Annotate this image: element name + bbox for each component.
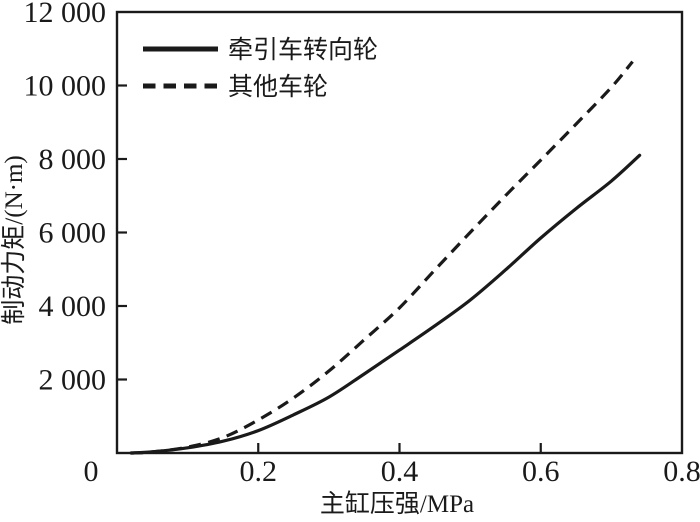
series-line-other-wheels bbox=[131, 60, 634, 455]
x-tick-labels: 0 0.2 0.4 0.6 0.8 bbox=[84, 455, 700, 488]
y-tick-label: 10 000 bbox=[24, 70, 107, 103]
series-line-tractor-steering-wheel bbox=[129, 153, 642, 455]
legend-label-other-wheels: 其他车轮 bbox=[228, 73, 328, 101]
y-tick-label: 4 000 bbox=[39, 290, 107, 323]
x-tick-label: 0.4 bbox=[381, 455, 419, 488]
x-tick-label: 0 bbox=[84, 455, 99, 488]
legend-label-tractor-steering-wheel: 牵引车转向轮 bbox=[228, 36, 378, 64]
y-axis-label: 制动力矩/(N·m) bbox=[0, 155, 28, 324]
y-tick-label: 6 000 bbox=[39, 217, 107, 250]
x-axis-label: 主缸压强/MPa bbox=[320, 490, 474, 518]
x-tick-label: 0.6 bbox=[522, 455, 560, 488]
y-tick-labels: 2 000 4 000 6 000 8 000 10 000 12 000 bbox=[24, 0, 107, 397]
y-tick-label: 12 000 bbox=[24, 0, 107, 29]
y-tick-label: 8 000 bbox=[39, 143, 107, 176]
y-ticks bbox=[117, 84, 127, 381]
legend: 牵引车转向轮 其他车轮 bbox=[143, 36, 378, 101]
x-tick-label: 0.8 bbox=[663, 455, 700, 488]
y-tick-label: 2 000 bbox=[39, 364, 107, 397]
x-ticks bbox=[257, 443, 542, 453]
plot-border bbox=[115, 10, 684, 455]
x-tick-label: 0.2 bbox=[240, 455, 278, 488]
